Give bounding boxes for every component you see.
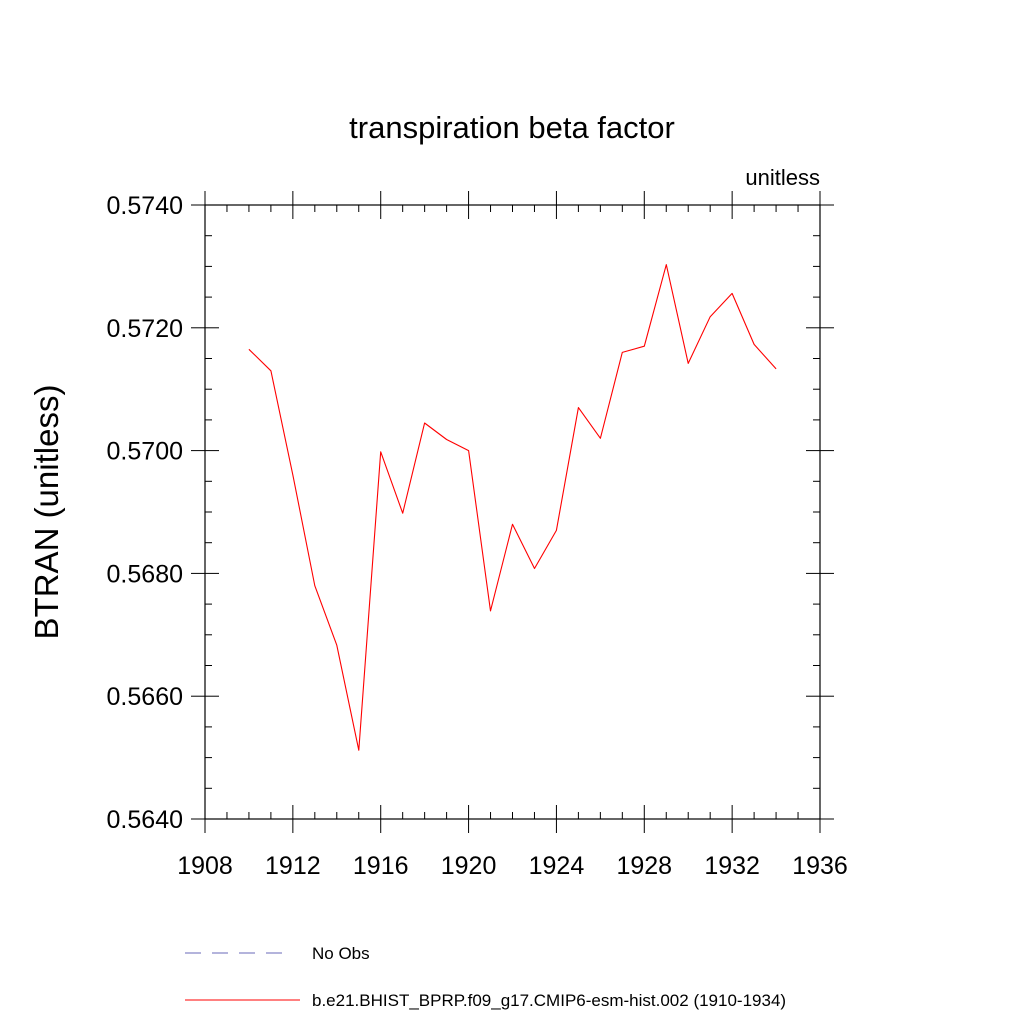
y-tick-label: 0.5660 — [107, 683, 183, 711]
y-tick-labels: 0.5640 0.5660 0.5680 0.5700 0.5720 0.5740 — [107, 192, 183, 834]
y-axis-label: BTRAN (unitless) — [28, 385, 65, 640]
y-tick-label: 0.5680 — [107, 560, 183, 588]
x-tick-label: 1916 — [353, 852, 409, 880]
x-tick-label: 1912 — [265, 852, 321, 880]
y-tick-label: 0.5640 — [107, 806, 183, 834]
axis-ticks — [191, 191, 834, 833]
chart-title: transpiration beta factor — [349, 110, 675, 145]
y-tick-label: 0.5740 — [107, 192, 183, 220]
legend: No Obs b.e21.BHIST_BPRP.f09_g17.CMIP6-es… — [185, 944, 786, 1010]
series-lines — [248, 264, 777, 751]
y-tick-label: 0.5700 — [107, 438, 183, 466]
x-tick-label: 1936 — [792, 852, 848, 880]
y-tick-label: 0.5720 — [107, 315, 183, 343]
units-label: unitless — [745, 165, 820, 190]
plot-frame — [204, 204, 821, 820]
legend-label-no-obs: No Obs — [312, 944, 370, 963]
x-tick-label: 1924 — [529, 852, 585, 880]
x-tick-label: 1928 — [616, 852, 672, 880]
x-tick-label: 1920 — [441, 852, 497, 880]
legend-label-model-run: b.e21.BHIST_BPRP.f09_g17.CMIP6-esm-hist.… — [312, 991, 786, 1010]
x-tick-label: 1908 — [177, 852, 233, 880]
series-line-0 — [248, 264, 777, 751]
x-tick-labels: 1908 1912 1916 1920 1924 1928 1932 1936 — [177, 852, 848, 880]
x-tick-label: 1932 — [704, 852, 760, 880]
